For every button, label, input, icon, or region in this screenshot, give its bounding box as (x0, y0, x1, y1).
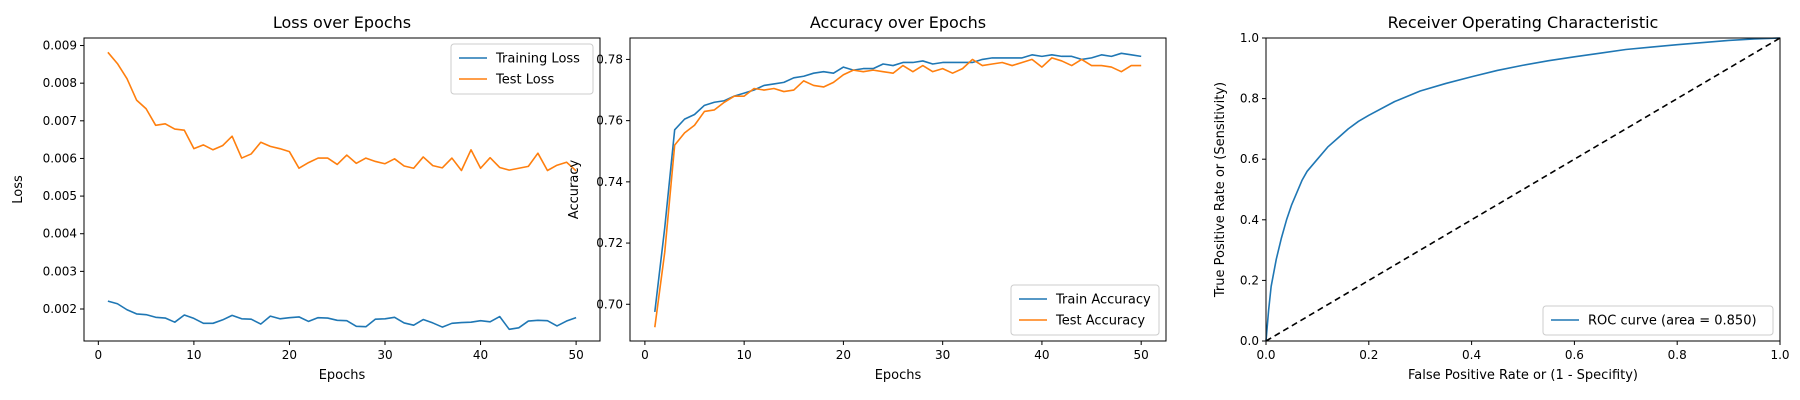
x-tick-label: 10 (186, 348, 201, 362)
y-tick-label: 0.76 (596, 114, 623, 128)
legend-box (450, 43, 594, 95)
x-tick-label: 0 (641, 348, 649, 362)
legend-entry: ROC curve (area = 0.850) (1588, 314, 1757, 329)
legend: ROC curve (area = 0.850) (1542, 305, 1774, 336)
y-tick-label: 0.002 (43, 302, 77, 316)
axes-frame (1265, 37, 1781, 342)
axes-frame (629, 37, 1167, 342)
x-tick-label: 10 (737, 348, 752, 362)
x-tick-label: 50 (568, 348, 583, 362)
series-line-2 (107, 51, 577, 172)
x-tick-label: 0 (95, 348, 103, 362)
x-axis-label: Epochs (319, 368, 366, 383)
y-axis-label: Accuracy (567, 160, 582, 220)
legend-entry: Training Loss (495, 52, 580, 67)
y-axis-label: True Positive Rate or (Sensitivity) (1213, 82, 1228, 298)
x-axis-label: Epochs (875, 368, 922, 383)
y-tick-label: 0.72 (596, 236, 623, 250)
x-tick-label: 1.0 (1770, 348, 1789, 362)
series-line-1 (654, 52, 1142, 313)
y-tick-label: 0.009 (43, 39, 77, 53)
x-axis-label: False Positive Rate or (1 - Specifity) (1408, 368, 1638, 383)
y-tick-label: 0.4 (1240, 213, 1259, 227)
legend-entry: Test Loss (495, 73, 554, 88)
y-tick-label: 0.2 (1240, 273, 1259, 287)
y-axis-label: Loss (11, 175, 26, 204)
x-tick-label: 50 (1134, 348, 1149, 362)
x-tick-label: 30 (935, 348, 950, 362)
x-tick-label: 0.6 (1565, 348, 1584, 362)
chart-title: Receiver Operating Characteristic (1388, 13, 1659, 32)
y-tick-label: 0.008 (43, 76, 77, 90)
y-tick-label: 0.003 (43, 264, 77, 278)
x-tick-label: 0.8 (1668, 348, 1687, 362)
y-tick-label: 0.78 (596, 52, 623, 66)
y-tick-label: 0.004 (43, 227, 77, 241)
chart-title: Accuracy over Epochs (810, 13, 986, 32)
series-line-2 (654, 57, 1142, 328)
axes-frame (83, 37, 601, 342)
y-tick-label: 1.0 (1240, 31, 1259, 45)
y-tick-label: 0.6 (1240, 152, 1259, 166)
y-tick-label: 0.005 (43, 189, 77, 203)
chart-panel-1: 0 10 20 30 40 50 0.002 0.003 0.004 0.005 0.006 0.00… (11, 13, 601, 383)
y-tick-label: 0.006 (43, 151, 77, 165)
y-tick-label: 0.0 (1240, 334, 1259, 348)
legend-entry: Train Accuracy (1055, 293, 1151, 308)
chart-panel-3: 0.0 0.2 0.4 0.6 0.8 1.0 0.0 0.2 0.4 0.6 0.8 1.0 Rece… (1213, 13, 1790, 383)
x-tick-label: 40 (473, 348, 488, 362)
x-tick-label: 20 (282, 348, 297, 362)
x-tick-label: 40 (1034, 348, 1049, 362)
series-line-1 (107, 300, 577, 331)
chart-panel-2: 0 10 20 30 40 50 0.70 0.72 0.74 0.76 0.78 Accuracy … (567, 13, 1167, 383)
x-tick-label: 30 (377, 348, 392, 362)
y-tick-label: 0.007 (43, 114, 77, 128)
y-tick-label: 0.74 (596, 175, 623, 189)
legend-entry: Test Accuracy (1055, 314, 1145, 329)
x-tick-label: 0.4 (1462, 348, 1481, 362)
legend: Train Accuracy Test Accuracy (1010, 284, 1160, 336)
y-tick-label: 0.70 (596, 297, 623, 311)
series-line-2 (1265, 37, 1781, 342)
chart-title: Loss over Epochs (273, 13, 411, 32)
y-tick-label: 0.8 (1240, 92, 1259, 106)
x-tick-label: 0.0 (1256, 348, 1275, 362)
legend-box (1542, 305, 1774, 336)
legend: Training Loss Test Loss (450, 43, 594, 95)
x-tick-label: 0.2 (1359, 348, 1378, 362)
series-line-1 (1265, 37, 1781, 342)
legend-box (1010, 284, 1160, 336)
x-tick-label: 20 (836, 348, 851, 362)
